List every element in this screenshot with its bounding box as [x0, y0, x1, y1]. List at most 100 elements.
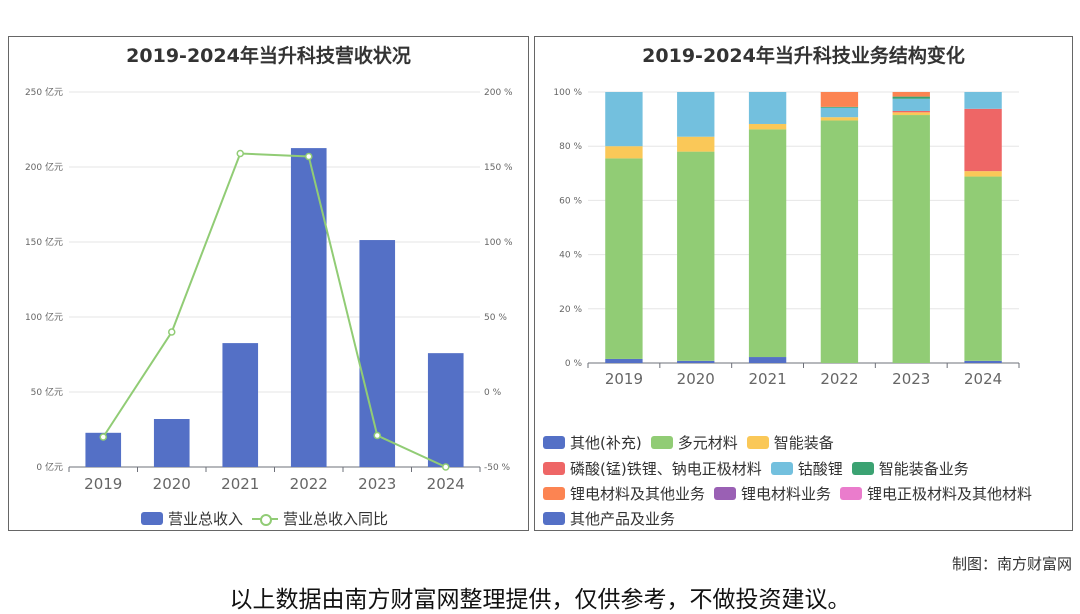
- left-axis-tick-label: 200 亿元: [25, 161, 63, 173]
- legend-item-other-supplement[interactable]: 其他(补充): [543, 432, 642, 453]
- stacked-segment: [748, 129, 787, 358]
- legend-label: 智能装备: [773, 434, 834, 452]
- stacked-segment: [677, 136, 715, 152]
- legend-swatch: [770, 462, 793, 475]
- stacked-segment: [605, 158, 643, 359]
- yoy-line: [102, 152, 447, 468]
- legend-swatch: [650, 436, 673, 449]
- revenue-bar: [359, 240, 396, 467]
- x-axis-label: 2021: [748, 370, 786, 388]
- stacked-segment: [964, 176, 1002, 361]
- revenue-bar: [290, 148, 327, 467]
- revenue-chart-panel: 2019-2024年当升科技营收状况 0 亿元 50 亿元 100 亿元 150 亿元…: [8, 36, 529, 531]
- x-axis-label: 2021: [221, 475, 259, 493]
- right-axis-tick-label: 150 %: [484, 163, 513, 173]
- legend-item-revenue[interactable]: 营业总收入: [141, 508, 243, 529]
- legend-swatch: [714, 487, 737, 500]
- y-axis-tick-label: 60 %: [559, 196, 582, 206]
- stacked-segment: [748, 92, 787, 124]
- right-axis-tick-label: 50 %: [484, 313, 507, 323]
- legend-item-lfp-sodium[interactable]: 磷酸(锰)铁锂、钠电正极材料: [543, 458, 762, 479]
- legend-item-lco[interactable]: 钴酸锂: [770, 458, 843, 479]
- legend-item-other-products[interactable]: 其他产品及业务: [543, 508, 675, 529]
- yoy-point: [305, 152, 313, 161]
- legend-label: 多元材料: [677, 434, 738, 452]
- legend-item-smart-equipment-biz[interactable]: 智能装备业务: [851, 458, 969, 479]
- legend-swatch: [746, 436, 769, 449]
- y-axis-tick-label: 80 %: [559, 142, 582, 152]
- right-axis-tick-label: -50 %: [484, 463, 511, 473]
- yoy-point: [168, 328, 176, 336]
- y-axis-tick-label: 100 %: [553, 88, 582, 98]
- structure-legend-row-2: 磷酸(锰)铁锂、钠电正极材料 钴酸锂 智能装备业务: [543, 458, 978, 479]
- stacked-segment: [748, 357, 787, 363]
- chart-credit: 制图：南方财富网: [951, 555, 1072, 573]
- legend-label: 锂电材料及其他业务: [570, 485, 706, 503]
- legend-label: 磷酸(锰)铁锂、钠电正极材料: [570, 460, 762, 478]
- right-axis-tick-label: 100 %: [484, 238, 513, 248]
- left-axis-tick-label: 0 亿元: [36, 461, 63, 473]
- y-axis-tick-label: 40 %: [559, 251, 582, 261]
- x-axis-label: 2022: [290, 475, 328, 493]
- structure-legend-row-1: 其他(补充) 多元材料 智能装备: [543, 432, 843, 453]
- legend-item-li-material[interactable]: 锂电材料业务: [714, 483, 831, 504]
- stacked-segment: [677, 151, 715, 361]
- legend-swatch: [543, 512, 565, 525]
- stacked-segment: [820, 92, 859, 107]
- legend-swatch: [840, 487, 863, 500]
- legend-label: 智能装备业务: [878, 460, 969, 478]
- structure-legend-row-3: 锂电材料及其他业务 锂电材料业务 锂电正极材料及其他材料: [543, 483, 1041, 504]
- legend-item-li-material-other[interactable]: 锂电材料及其他业务: [543, 483, 705, 504]
- x-axis-label: 2019: [605, 370, 643, 388]
- stacked-segment: [892, 98, 930, 111]
- revenue-bar: [222, 343, 259, 467]
- legend-label-yoy: 营业总收入同比: [283, 510, 389, 528]
- stacked-segment: [892, 110, 930, 113]
- legend-label: 锂电材料业务: [741, 485, 832, 503]
- y-axis-tick-label: 20 %: [559, 305, 582, 315]
- disclaimer: 以上数据由南方财富网整理提供，仅供参考，不做投资建议。: [229, 587, 851, 613]
- legend-item-multi-material[interactable]: 多元材料: [650, 432, 738, 453]
- legend-swatch: [851, 462, 874, 475]
- x-axis-label: 2020: [677, 370, 715, 388]
- legend-label-revenue: 营业总收入: [168, 510, 244, 528]
- legend-item-smart-equipment[interactable]: 智能装备: [746, 432, 834, 453]
- stacked-segment: [605, 92, 643, 147]
- x-axis-label: 2023: [358, 475, 396, 493]
- right-axis-tick-label: 200 %: [484, 88, 513, 98]
- stacked-segment: [605, 358, 643, 363]
- stacked-segment: [964, 92, 1002, 109]
- stacked-segment: [964, 108, 1002, 172]
- stacked-segment: [820, 107, 859, 118]
- structure-chart-svg: 0 % 20 % 40 % 60 % 80 % 100 % 2019 2020 2021 2022…: [553, 88, 1020, 388]
- legend-item-yoy[interactable]: 营业总收入同比: [252, 508, 388, 529]
- structure-chart-panel: 2019-2024年当升科技业务结构变化 0 % 20 % 40 % 60 % 80 %…: [534, 36, 1073, 531]
- revenue-bar: [427, 353, 464, 467]
- legend-label: 其他(补充): [570, 434, 642, 452]
- left-axis-tick-label: 150 亿元: [25, 236, 63, 248]
- stacked-segment: [677, 360, 715, 363]
- stacked-segment: [820, 120, 859, 363]
- stacked-segment: [748, 123, 787, 130]
- x-axis-label: 2022: [820, 370, 858, 388]
- left-axis-tick-label: 250 亿元: [25, 86, 63, 98]
- revenue-legend: 营业总收入 营业总收入同比: [141, 508, 397, 529]
- stacked-segment: [964, 171, 1002, 177]
- yoy-point: [373, 431, 381, 440]
- yoy-point: [236, 149, 244, 158]
- stacked-segment: [892, 112, 930, 116]
- stacked-segment: [892, 92, 930, 97]
- right-axis-tick-label: 0 %: [484, 388, 502, 398]
- stacked-segment: [964, 360, 1002, 363]
- legend-item-cathode-other[interactable]: 锂电正极材料及其他材料: [840, 483, 1032, 504]
- revenue-chart-svg: 0 亿元 50 亿元 100 亿元 150 亿元 200 亿元 250 亿元 -50 % 0 …: [25, 86, 513, 493]
- legend-label: 锂电正极材料及其他材料: [867, 485, 1033, 503]
- legend-swatch-yoy: [252, 512, 279, 526]
- left-axis-tick-label: 100 亿元: [25, 311, 63, 323]
- left-axis-tick-label: 50 亿元: [31, 386, 63, 398]
- revenue-chart-title: 2019-2024年当升科技营收状况: [126, 45, 411, 67]
- x-axis-label: 2024: [427, 475, 465, 493]
- stacked-segment: [677, 92, 715, 137]
- stacked-segment: [820, 106, 859, 108]
- legend-swatch: [543, 487, 565, 500]
